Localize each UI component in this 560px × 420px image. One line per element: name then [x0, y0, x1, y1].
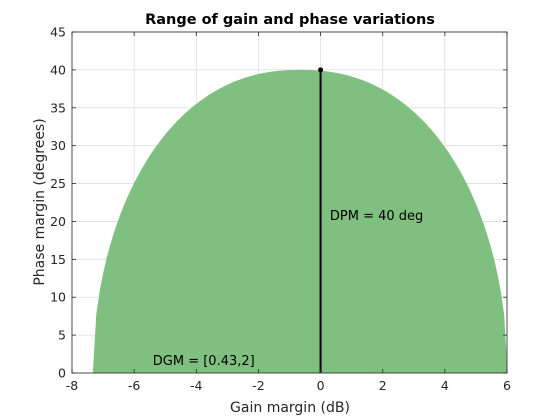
y-tick-label: 35 [50, 100, 66, 115]
stability-region [92, 69, 508, 373]
x-tick-label: -4 [190, 378, 203, 393]
x-tick-label: -2 [252, 378, 264, 393]
y-tick-label: 25 [50, 176, 66, 191]
y-tick-label: 5 [58, 328, 66, 343]
dgm-annotation: DGM = [0.43,2] [153, 354, 255, 369]
y-axis-label: Phase margin (degrees) [32, 118, 48, 285]
x-axis-label: Gain margin (dB) [230, 400, 350, 416]
dpm-annotation: DPM = 40 deg [330, 209, 423, 224]
y-tick-label: 15 [50, 252, 66, 267]
x-tick-label: -6 [128, 378, 141, 393]
x-tick-label: -8 [66, 378, 79, 393]
y-tick-label: 20 [50, 214, 66, 229]
y-tick-label: 10 [50, 290, 66, 305]
axis-ticks: -8 -6 -4 -2 0 2 4 6 0 5 10 15 20 25 30 35 40 45 [50, 25, 511, 394]
x-tick-label: 2 [379, 378, 387, 393]
x-tick-label: 0 [317, 378, 325, 393]
y-tick-label: 45 [50, 25, 66, 40]
x-tick-label: 6 [503, 378, 511, 393]
y-tick-label: 40 [50, 62, 66, 77]
y-tick-label: 30 [50, 138, 66, 153]
y-tick-label: 0 [58, 366, 66, 381]
dpm-point [318, 67, 324, 73]
plot-frame [71, 31, 508, 374]
x-tick-label: 4 [441, 378, 449, 393]
chart-title: Range of gain and phase variations [145, 12, 435, 28]
